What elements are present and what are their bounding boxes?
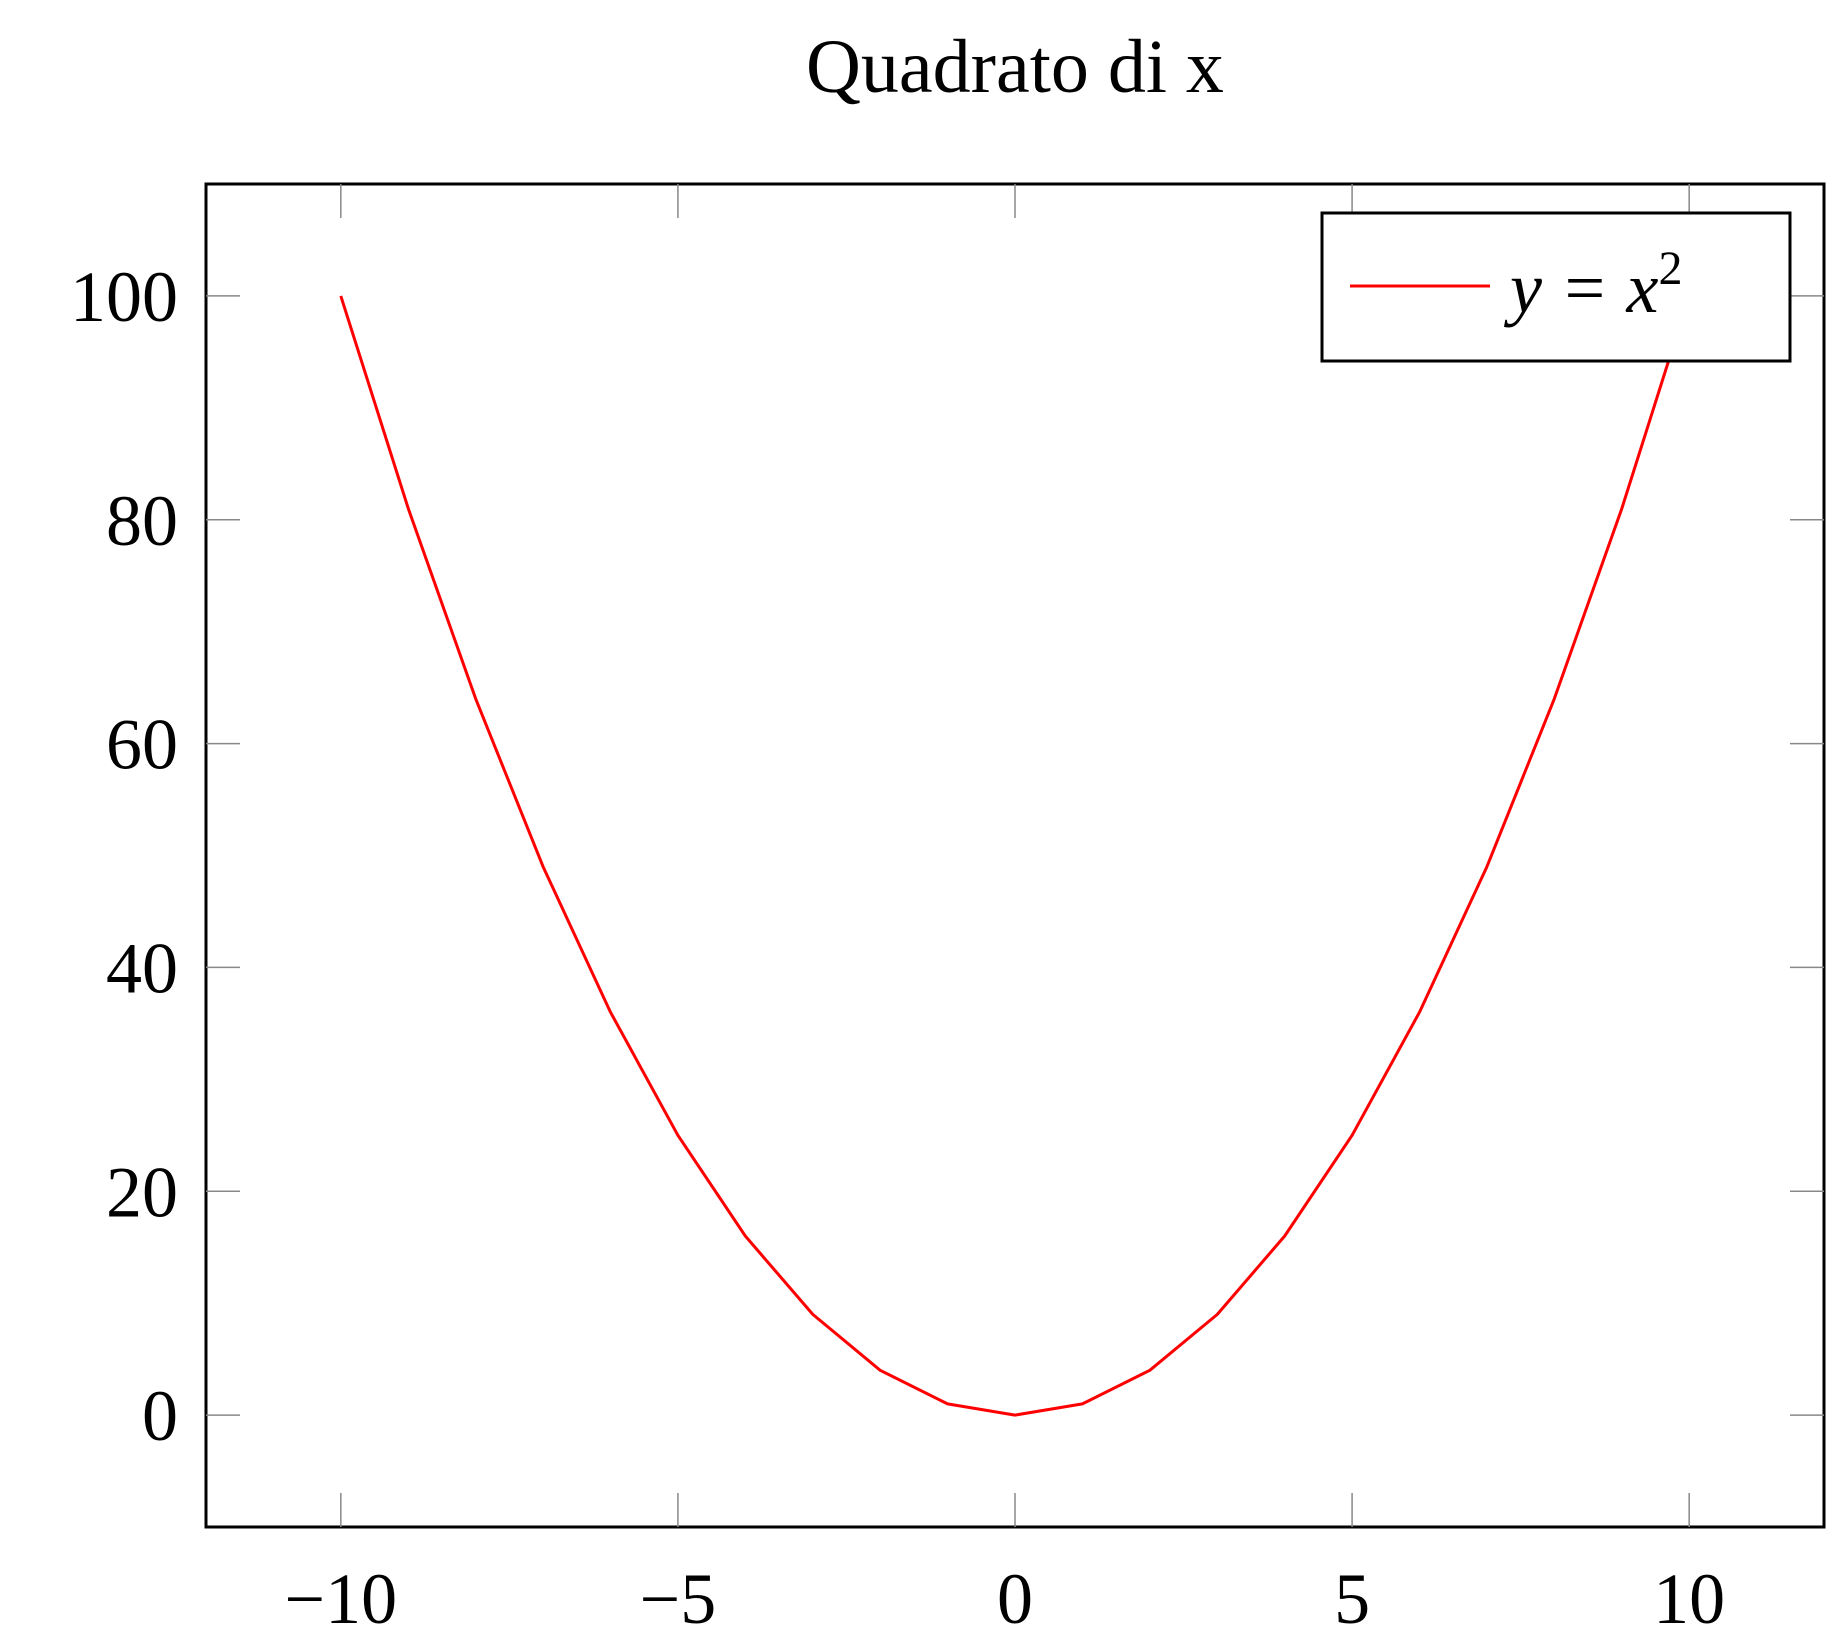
plot-frame xyxy=(204,182,1826,1529)
chart-title: Quadrato di x xyxy=(806,25,1224,109)
legend-label-main: y = x xyxy=(1503,248,1659,328)
y-tick-label: 80 xyxy=(106,481,178,561)
y-tick-label: 100 xyxy=(70,257,178,337)
x-tick-label: −10 xyxy=(285,1559,398,1639)
legend: y = x2 xyxy=(1320,211,1792,363)
legend-label-sup: 2 xyxy=(1659,242,1683,295)
y-tick-label: 60 xyxy=(106,705,178,785)
x-tick-label: 10 xyxy=(1653,1559,1725,1639)
y-tick-label: 0 xyxy=(142,1376,178,1456)
x-tick-label: 5 xyxy=(1334,1559,1370,1639)
y-tick-label: 40 xyxy=(106,928,178,1008)
y-tick-label: 20 xyxy=(106,1152,178,1232)
x-tick-label: 0 xyxy=(997,1559,1033,1639)
series-line xyxy=(339,295,1691,1417)
legend-label: y = x2 xyxy=(1503,242,1683,328)
x-tick-label: −5 xyxy=(640,1559,717,1639)
series-layer xyxy=(339,295,1691,1417)
